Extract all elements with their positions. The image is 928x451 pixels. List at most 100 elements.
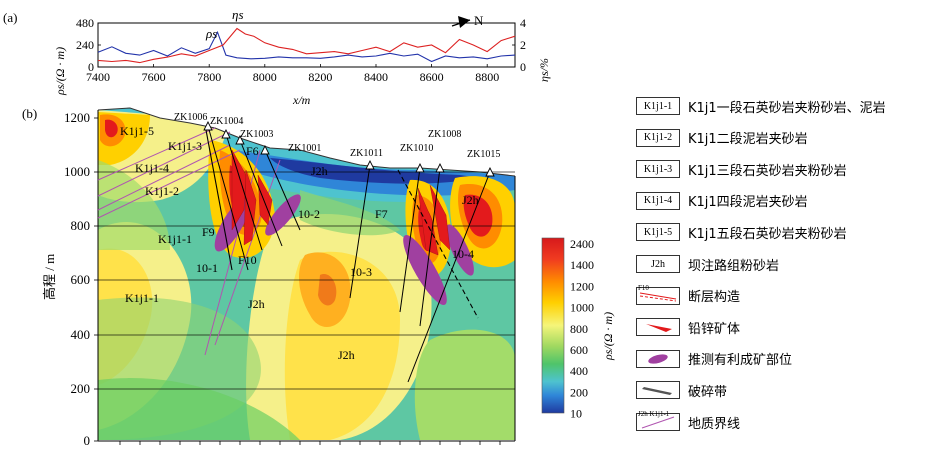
legend-item: K1j1-5 K1j1五段石英砂岩夹粉砂岩 [636,220,847,244]
orebodies [231,149,451,256]
colorbar-tick-label: 10 [570,407,582,421]
legend-symbol-code: K1j1-3 [643,163,673,175]
panel-b-label: (b) [22,106,37,121]
y-tick-label: 400 [71,327,91,342]
colorbar: 2400 1400 1200 1000 800 600 400 200 10 ρs/(Ω · m… [541,237,615,421]
legend-item: 破碎带 [636,378,727,402]
panel-a-label: (a) [3,10,17,25]
colorbar-tick-label: 800 [570,322,588,336]
x-tick-label: 8800 [475,70,499,84]
borehole-label: ZK1006 [174,112,207,123]
y-right-tick-label: 2 [520,38,526,52]
y-left-tick-label: 240 [76,38,94,52]
x-tick-label: 7600 [142,70,166,84]
x-tick-label: 8000 [253,70,277,84]
legend-item: K1j1-2 K1j1二段泥岩夹砂岩 [636,126,808,150]
legend-symbol: J2h [636,255,680,273]
colorbar-tick-label: 1000 [570,301,594,315]
legend-symbol [636,318,680,337]
north-label: N [474,13,484,28]
x-tick-label: 7400 [86,70,110,84]
series-rho-label: ρs [205,26,217,41]
unit-label: K1j1-4 [135,161,169,175]
legend-item: K1j1-4 K1j1四段泥岩夹砂岩 [636,189,808,213]
legend-item: 推测有利成矿部位 [636,347,792,371]
legend-text: 地质界线 [688,416,741,432]
x-tick-label: 8400 [364,70,388,84]
legend-text: 铅锌矿体 [688,321,741,337]
y-left-tick-label: 0 [88,60,94,74]
series-line-eta [97,27,516,64]
y-tick-label: 0 [84,433,91,448]
legend-symbol-code: J2h K1j1-1 [638,410,670,418]
fault-label: F10 [238,253,257,267]
unit-label: J2h [311,164,328,178]
colorbar-tick-label: 600 [570,343,588,357]
legend-symbol-code: K1j1-5 [643,226,673,238]
legend-text: K1j1三段石英砂岩夹粉砂岩 [688,163,847,179]
colorbar-tick-label: 1400 [570,258,594,272]
legend-symbol [636,349,680,368]
legend-text: 推测有利成矿部位 [688,353,793,369]
unit-label: K1j1-2 [145,184,179,198]
section-labels: ZK1006 ZK1004 ZK1003 ZK1001 ZK1011 ZK1010 ZK10… [120,112,500,362]
unit-label: K1j1-1 [125,291,159,305]
panel-a-y-right-ticks: 4 2 0 [512,16,526,74]
north-arrow-icon [451,16,471,28]
y-left-tick-label: 480 [76,16,94,30]
x-tick-label: 8600 [420,70,444,84]
legend-symbol: K1j1-1 [636,97,680,115]
colorbar-tick-label: 2400 [570,237,594,251]
series-line-rho [97,30,516,63]
x-tick-label: 8200 [308,70,332,84]
unit-label: K1j1-3 [168,139,202,153]
legend-item: 铅锌矿体 [636,315,740,339]
y-tick-label: 1200 [64,110,90,125]
colorbar-title: ρs/(Ω · m) [601,312,615,361]
fault-label: F6 [246,144,259,158]
target-label: 10-1 [196,261,218,275]
x-axis-label: x/m [292,93,311,107]
y-tick-label: 1000 [64,164,90,179]
legend-item: K1j1-1 K1j1一段石英砂岩夹粉砂岩、泥岩 [636,94,886,118]
panel-b-section: (b) [22,106,516,448]
legend-symbol-code: K1j1-4 [643,195,673,207]
fault-label: F9 [202,225,215,239]
legend-symbol-code: F10 [638,283,649,292]
series-eta-label: ηs [232,7,244,22]
borehole-label: ZK1011 [350,148,383,159]
legend-symbol: K1j1-5 [636,223,680,242]
legend-item: J2h 坝注路组粉砂岩 [636,252,779,276]
legend-text: K1j1一段石英砂岩夹粉砂岩、泥岩 [688,100,886,116]
y-tick-label: 600 [71,272,91,287]
legend-symbol-code: K1j1-1 [643,100,673,112]
fault-label: F7 [375,207,388,221]
borehole-label: ZK1015 [467,149,500,160]
legend-text: 断层构造 [688,290,741,306]
legend-symbol-code: K1j1-2 [643,132,673,144]
unit-label: K1j1-1 [158,232,192,246]
unit-label: J2h [338,348,355,362]
legend-item: F10 断层构造 [636,284,740,308]
legend-item: K1j1-3 K1j1三段石英砂岩夹粉砂岩 [636,157,847,181]
borehole-traces [207,125,491,383]
y-left-axis-label: ρs/(Ω · m) [53,47,67,96]
borehole-label: ZK1001 [288,143,321,154]
borehole-label: ZK1004 [210,116,243,127]
colorbar-tick-label: 200 [570,385,588,399]
panel-a-profile-chart: (a) 7400 7600 7800 8000 8200 8400 8600 8800 480… [3,7,551,107]
legend-text: K1j1四段泥岩夹砂岩 [688,195,808,211]
target-label: 10-3 [350,265,372,279]
legend-symbol: K1j1-2 [636,128,680,147]
y-tick-label: 200 [71,381,91,396]
panel-a-series [97,27,516,64]
legend-text: 坝注路组粉砂岩 [688,258,780,274]
legend-symbol: F10 [636,283,680,305]
legend-text: K1j1五段石英砂岩夹粉砂岩 [688,226,847,242]
legend-symbol-code: J2h [651,258,665,270]
legend-symbol: K1j1-4 [636,191,680,210]
legend-text: K1j1二段泥岩夹砂岩 [688,132,808,148]
panel-b-y-ticks: 1200 1000 800 600 400 200 0 [64,110,98,448]
unit-label: J2h [248,297,265,311]
unit-label: J2h [462,193,479,207]
